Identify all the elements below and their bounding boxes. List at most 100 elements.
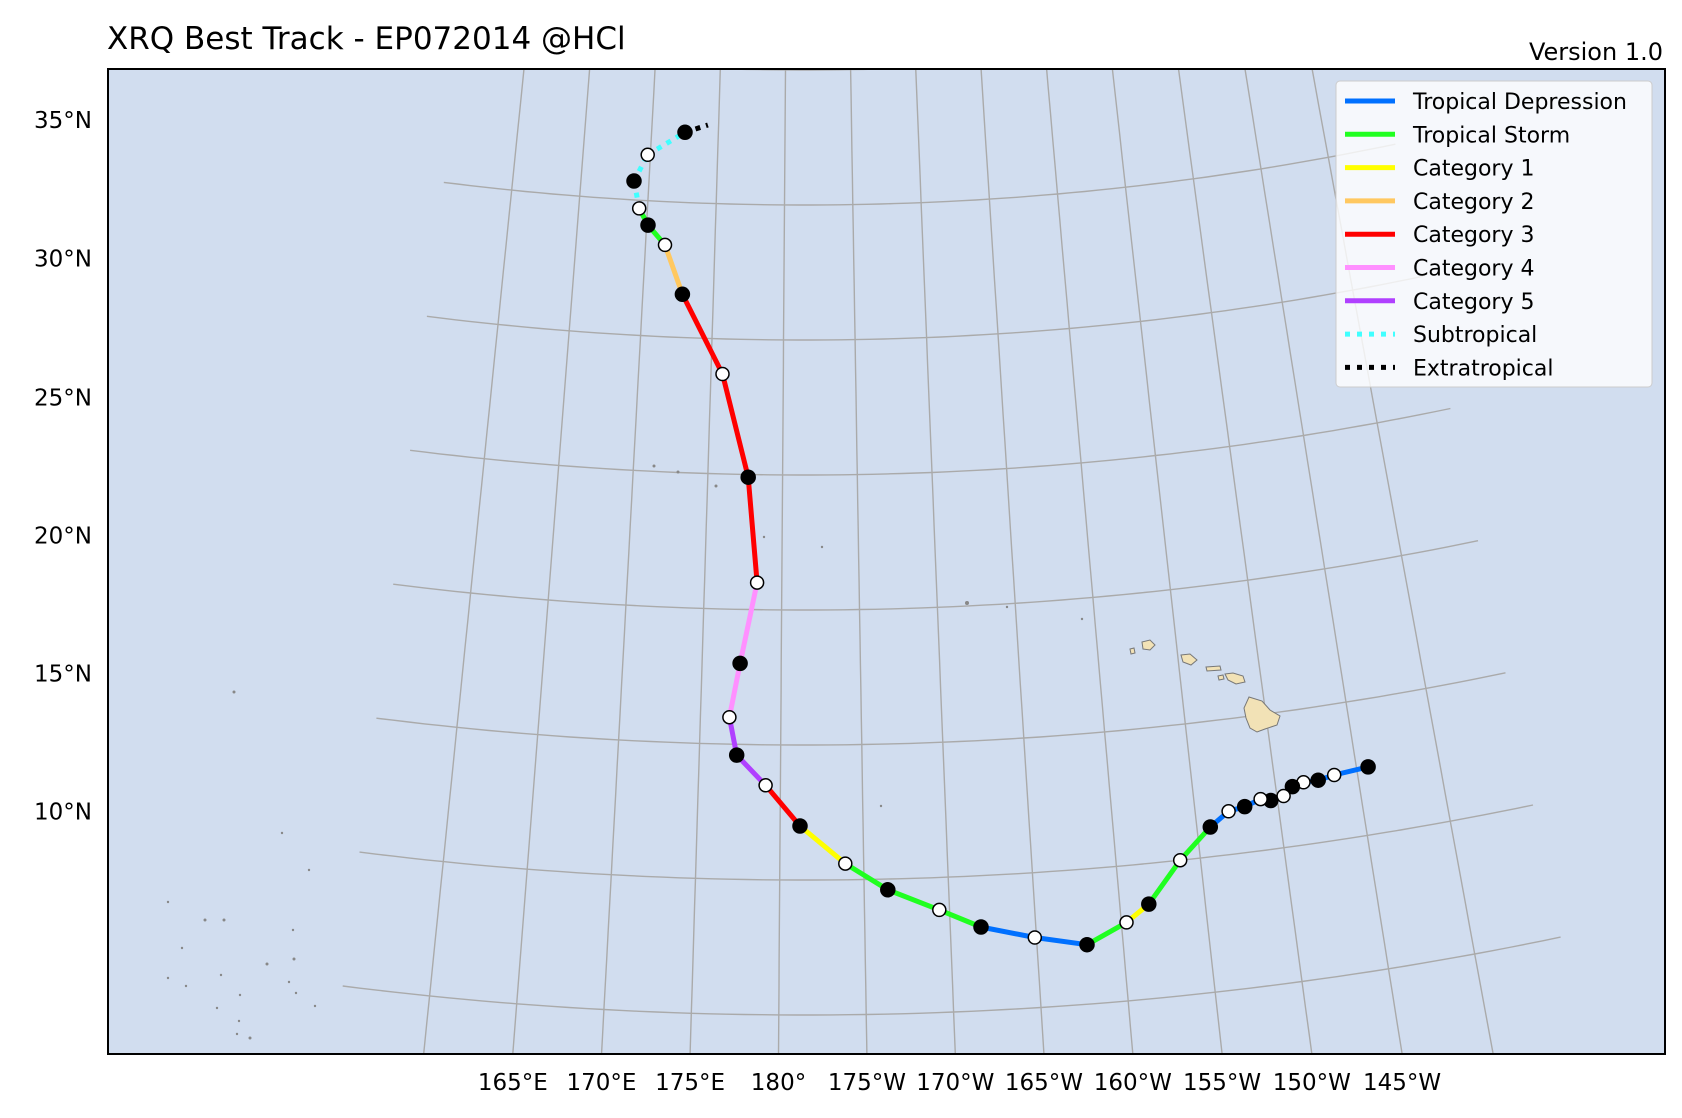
parallel-line — [443, 143, 1396, 206]
track-point-filled — [1202, 819, 1219, 835]
track-point-open — [749, 575, 765, 590]
island-kauai — [1141, 639, 1156, 651]
longitude-tick-label: 175°W — [828, 1070, 906, 1096]
track-point-filled — [640, 217, 656, 233]
meridian-line — [849, 69, 868, 1054]
track-point-filled — [1360, 759, 1376, 775]
track-point-open — [1276, 788, 1291, 804]
longitude-tick-labels: 165°E 170°E 175°E 180° 175°W 170°W 165°W 160°W 1… — [478, 1070, 1441, 1096]
track-segment — [885, 887, 942, 913]
latitude-tick-label: 30°N — [34, 247, 92, 273]
track-point-open — [1119, 915, 1134, 930]
track-point-open — [640, 147, 655, 163]
longitude-tick-label: 170°W — [916, 1070, 994, 1096]
track-point-filled — [740, 469, 756, 485]
track-point-open — [715, 366, 730, 382]
latitude-tick-label: 35°N — [34, 108, 92, 134]
meridian-line — [1111, 69, 1223, 1054]
legend-label: Category 1 — [1413, 157, 1534, 182]
version-label: Version 1.0 — [1529, 38, 1663, 66]
track-point-open — [1253, 791, 1268, 807]
track-segment — [745, 474, 760, 586]
map-frame — [107, 68, 1666, 1055]
track-segment — [662, 242, 685, 297]
longitude-tick-label: 180° — [751, 1070, 806, 1096]
track-segment — [720, 371, 751, 480]
meridian-line — [600, 69, 656, 1054]
track-segment — [763, 782, 803, 829]
longitude-tick-label: 165°W — [1005, 1070, 1083, 1096]
track-segment — [1032, 935, 1090, 948]
track-point-open — [657, 237, 673, 253]
meridian-line — [915, 69, 957, 1054]
track-point-filled — [1284, 778, 1301, 795]
meridian-line — [1311, 69, 1494, 1054]
island-oahu — [1180, 653, 1198, 666]
track-point-filled — [626, 173, 642, 189]
track-point-filled — [1141, 896, 1157, 912]
parallel-line — [426, 275, 1424, 341]
track-point-open — [1221, 804, 1236, 819]
track-point-open — [1326, 767, 1342, 783]
track-segment — [978, 924, 1038, 940]
longitude-tick-label: 150°W — [1273, 1070, 1351, 1096]
longitude-tick-label: 165°E — [478, 1070, 548, 1096]
latitude-tick-label: 15°N — [34, 662, 92, 688]
track-point-open — [722, 709, 737, 725]
track-point-filled — [1236, 798, 1253, 815]
meridian-line — [1244, 69, 1403, 1054]
island-niihau — [1129, 647, 1136, 655]
track-point-filled — [792, 818, 808, 834]
track-segment — [726, 660, 743, 720]
track-point-open — [758, 778, 773, 793]
track-point-filled — [1310, 772, 1326, 788]
meridian-line — [689, 69, 721, 1054]
track-markers — [626, 124, 1376, 953]
map-content — [166, 69, 1561, 1054]
track-segment — [797, 823, 848, 867]
track-point-filled — [677, 124, 693, 141]
longitude-tick-label: 155°W — [1183, 1070, 1261, 1096]
parallel-line — [342, 936, 1561, 1016]
longitude-tick-label: 175°E — [655, 1070, 725, 1096]
meridian-line — [777, 69, 787, 1054]
latitude-tick-labels: 35°N 30°N 25°N 20°N 15°N 10°N — [34, 108, 92, 825]
meridian-line — [1177, 69, 1313, 1054]
latitude-tick-label: 20°N — [34, 524, 92, 550]
track-point-filled — [880, 882, 896, 898]
longitude-tick-label: 145°W — [1363, 1070, 1441, 1096]
meridian-line — [422, 69, 525, 1054]
track-point-filled — [732, 655, 748, 672]
legend-label: Subtropical — [1413, 323, 1537, 348]
latitude-tick-label: 25°N — [34, 385, 92, 411]
island-big-island — [1243, 696, 1281, 733]
track-segment — [1146, 857, 1183, 907]
longitude-tick-label: 170°E — [567, 1070, 637, 1096]
parallel-line — [376, 672, 1506, 746]
parallel-line — [410, 407, 1451, 476]
island-lanai — [1217, 674, 1225, 681]
track-point-open — [838, 856, 853, 871]
track-segment — [737, 580, 760, 666]
legend: Tropical Depression Tropical Storm Categor… — [1335, 80, 1653, 388]
track-segment — [842, 861, 891, 893]
legend-label: Category 3 — [1413, 223, 1534, 248]
legend-label: Tropical Storm — [1412, 123, 1570, 148]
latitude-tick-label: 10°N — [34, 799, 92, 825]
track-point-open — [932, 902, 947, 918]
legend-label: Tropical Depression — [1412, 90, 1627, 115]
legend-label: Extratropical — [1413, 356, 1554, 381]
legend-label: Category 5 — [1413, 290, 1534, 315]
meridian-line — [512, 69, 591, 1054]
track-point-filled — [973, 919, 989, 935]
track-point-open — [1027, 930, 1043, 945]
parallel-line — [393, 540, 1479, 611]
island-molokai — [1205, 665, 1222, 672]
track-point-filled — [1079, 936, 1095, 953]
track-segment — [679, 291, 725, 377]
track-point-open — [631, 201, 647, 216]
track-point-filled — [728, 747, 745, 763]
legend-box — [1335, 80, 1653, 388]
island-maui — [1224, 672, 1246, 685]
